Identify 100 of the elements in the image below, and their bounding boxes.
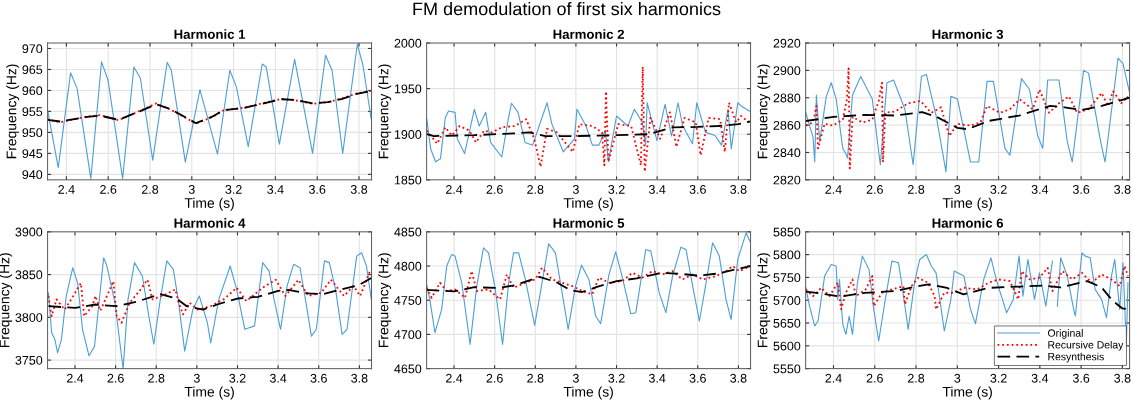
chart-title: Harmonic 2: [553, 29, 624, 39]
text: FM demodulation of first six harmonics: [413, 2, 721, 16]
line-series: [805, 96, 1130, 131]
y-tick-label: 955: [22, 107, 43, 117]
chart-title: Harmonic 6: [932, 218, 1004, 228]
y-axis-title: Frequency (Hz): [6, 64, 20, 159]
y-tick-label: 2820: [773, 175, 801, 185]
y-axis-title: Frequency (Hz): [378, 253, 392, 347]
x-axis-title: Time (s): [184, 386, 234, 400]
x-tick-label: 3.8: [350, 185, 368, 194]
y-tick-label: 4800: [394, 261, 422, 271]
y-tick-label: 945: [22, 149, 43, 159]
x-tick-label: 2.8: [141, 185, 159, 194]
y-tick-label: 3800: [15, 313, 43, 322]
y-tick-label: 4650: [394, 364, 422, 374]
x-axis-title: Time (s): [942, 197, 992, 211]
x-tick-label: 3.4: [1031, 373, 1049, 383]
x-tick-label: 3.4: [267, 185, 284, 194]
x-tick-label: 3: [954, 185, 961, 194]
x-tick-label: 2.4: [825, 185, 842, 194]
y-tick-label: 965: [22, 65, 43, 75]
x-tick-label: 3.4: [648, 373, 666, 383]
x-tick-label: 3: [572, 185, 579, 194]
x-tick-label: 2.6: [100, 185, 117, 194]
x-axis-title: Time (s): [184, 197, 234, 211]
x-tick-label: 3.6: [1072, 373, 1090, 383]
y-tick-label: 5700: [773, 296, 801, 305]
y-tick-label: 2920: [773, 38, 801, 48]
x-tick-label: 2.8: [527, 185, 544, 194]
y-tick-label: 940: [22, 170, 43, 180]
line-series: [426, 120, 751, 137]
legend-label: Original: [1048, 329, 1083, 339]
x-tick-label: 3.2: [990, 185, 1007, 194]
x-tick-label: 3.6: [310, 373, 327, 383]
y-tick-label: 5750: [773, 273, 801, 283]
y-tick-label: 2840: [773, 148, 801, 158]
x-tick-label: 2.6: [486, 373, 503, 383]
x-tick-label: 2.6: [866, 185, 883, 194]
y-tick-label: 950: [22, 128, 43, 138]
y-tick-label: 2000: [394, 38, 422, 48]
line-series: [47, 270, 371, 324]
x-axis-title: Time (s): [563, 197, 613, 211]
y-tick-label: 1850: [394, 175, 422, 185]
x-tick-label: 3.8: [351, 373, 368, 383]
x-tick-label: 2.4: [825, 373, 842, 383]
x-tick-label: 3.6: [308, 185, 326, 194]
x-tick-label: 3.2: [608, 185, 625, 194]
line-series: [47, 89, 372, 125]
x-tick-label: 3.2: [229, 373, 246, 383]
y-tick-label: 3850: [15, 270, 43, 280]
chart-title: Harmonic 5: [553, 218, 625, 228]
line-series: [47, 43, 372, 180]
x-tick-label: 2.4: [445, 185, 463, 194]
y-axis-title: Frequency (Hz): [757, 253, 771, 347]
chart-title: Harmonic 1: [174, 29, 246, 39]
x-tick-label: 2.6: [866, 373, 883, 383]
y-tick-label: 3750: [15, 355, 43, 365]
x-tick-label: 3.8: [1114, 185, 1131, 194]
y-tick-label: 1900: [394, 130, 422, 139]
y-axis-title: Frequency (Hz): [757, 64, 771, 159]
x-tick-label: 3: [193, 373, 200, 383]
y-tick-label: 4850: [394, 227, 422, 237]
x-tick-label: 3.4: [648, 185, 666, 194]
x-tick-label: 2.4: [58, 185, 75, 194]
y-tick-label: 1950: [394, 84, 422, 94]
y-axis-title: Frequency (Hz): [0, 253, 13, 347]
x-tick-label: 3.4: [269, 373, 287, 383]
x-tick-label: 3.2: [608, 373, 625, 383]
y-tick-label: 5600: [773, 341, 801, 351]
y-tick-label: 4750: [394, 296, 422, 305]
x-tick-label: 3.8: [1114, 373, 1131, 383]
y-tick-label: 5550: [773, 364, 801, 374]
x-tick-label: 2.8: [907, 185, 925, 194]
y-tick-label: 2900: [773, 66, 801, 76]
x-tick-label: 3: [572, 373, 579, 383]
x-tick-label: 3: [188, 185, 195, 194]
chart-title: Harmonic 3: [932, 29, 1004, 39]
x-tick-label: 2.4: [66, 373, 84, 383]
x-tick-label: 3.6: [1072, 185, 1090, 194]
x-tick-label: 2.4: [445, 373, 463, 383]
x-tick-label: 3.2: [990, 373, 1007, 383]
chart-title: Harmonic 4: [174, 218, 246, 228]
x-axis-title: Time (s): [942, 386, 992, 400]
x-tick-label: 2.8: [527, 373, 544, 383]
x-tick-label: 2.6: [107, 373, 124, 383]
x-tick-label: 3.2: [225, 185, 242, 194]
y-tick-label: 960: [22, 86, 43, 96]
y-tick-label: 3900: [15, 227, 43, 237]
y-tick-label: 5850: [773, 227, 801, 237]
x-tick-label: 3.8: [730, 185, 747, 194]
line-series: [47, 277, 372, 311]
line-series: [805, 265, 1129, 311]
x-tick-label: 2.6: [486, 185, 503, 194]
x-tick-label: 2.8: [148, 373, 165, 383]
x-tick-label: 3.6: [689, 373, 706, 383]
y-tick-label: 4700: [394, 330, 422, 340]
x-tick-label: 3.4: [1031, 185, 1049, 194]
legend-label: Recursive Delay: [1048, 340, 1124, 351]
x-tick-label: 3.6: [689, 185, 706, 194]
y-axis-title: Frequency (Hz): [378, 64, 392, 159]
